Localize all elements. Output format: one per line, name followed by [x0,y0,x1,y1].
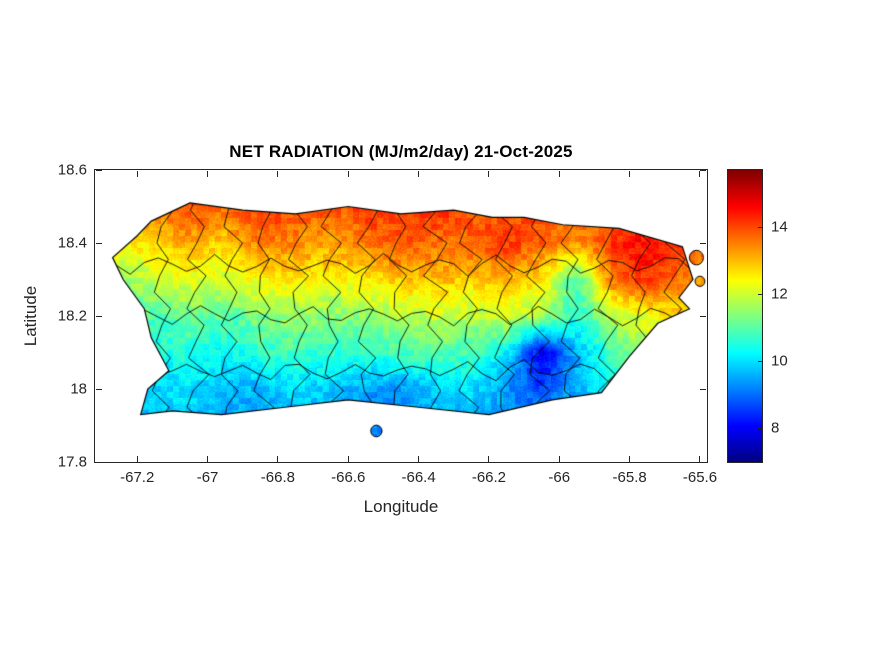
x-tick-label: -67.2 [120,469,155,486]
x-tick-label: -66.4 [401,469,436,486]
x-tick-mark [629,171,631,177]
x-tick-label: -66.8 [260,469,295,486]
x-axis-label: Longitude [363,497,439,516]
colorbar-tick-label: 14 [771,218,788,236]
x-tick-label: -66.2 [471,469,507,486]
y-tick-label: 18.6 [57,161,87,179]
colorbar-canvas [728,170,762,462]
x-tick-mark [207,456,209,462]
y-tick-mark [700,388,706,390]
x-tick-mark [629,456,631,462]
y-tick-mark [96,388,102,390]
y-tick-mark [700,315,706,317]
x-tick-mark [136,456,138,462]
colorbar-tick-label: 12 [771,285,788,303]
x-tick-mark [347,171,349,177]
x-tick-mark [558,456,560,462]
y-tick-mark [96,169,102,171]
x-tick-label: -65.6 [682,469,718,486]
colorbar [727,169,763,463]
x-tick-mark [699,171,701,177]
y-tick-mark [700,242,706,244]
colorbar-tick-mark [758,360,763,362]
x-tick-mark [488,171,490,177]
heatmap-canvas [95,170,707,462]
x-tick-mark [136,171,138,177]
x-tick-mark [207,171,209,177]
y-tick-mark [700,169,706,171]
x-tick-mark [699,456,701,462]
y-tick-mark [96,315,102,317]
chart-title: NET RADIATION (MJ/m2/day) 21-Oct-2025 [229,142,573,161]
colorbar-tick-mark [758,427,763,429]
x-tick-mark [418,171,420,177]
x-tick-mark [347,456,349,462]
y-tick-mark [96,242,102,244]
y-tick-label: 18.4 [57,234,87,252]
x-tick-label: -65.8 [612,469,647,486]
y-tick-label: 18 [70,380,87,398]
y-axis-label: Latitude [21,285,40,347]
y-tick-label: 18.2 [57,307,87,325]
x-tick-mark [418,456,420,462]
y-tick-mark [96,461,102,463]
x-tick-label: -67 [196,469,219,486]
colorbar-tick-mark [758,293,763,295]
plot-area [94,169,708,463]
colorbar-tick-label: 10 [771,352,788,370]
x-tick-mark [277,171,279,177]
colorbar-tick-label: 8 [771,419,780,437]
y-tick-label: 17.8 [57,453,87,471]
x-tick-label: -66.6 [331,469,366,486]
x-tick-mark [277,456,279,462]
x-tick-mark [558,171,560,177]
colorbar-tick-mark [758,226,763,228]
x-tick-label: -66 [548,469,571,486]
x-tick-mark [488,456,490,462]
y-tick-mark [700,461,706,463]
